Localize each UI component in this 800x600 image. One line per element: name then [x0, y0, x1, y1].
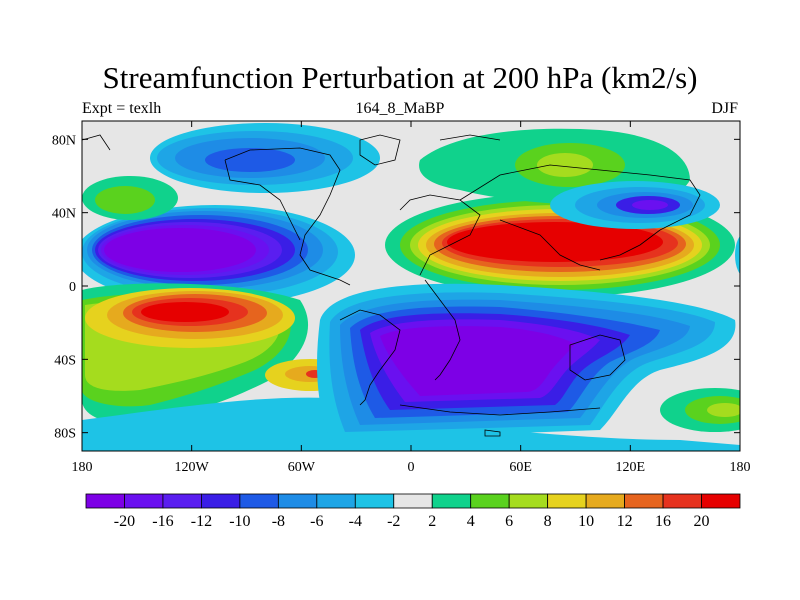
positive-anomaly-sp [82, 283, 309, 424]
y-tick-label: 80S [54, 427, 76, 442]
colorbar-label: 20 [694, 513, 710, 530]
colorbar-swatch [701, 493, 741, 509]
season-label: DJF [711, 100, 738, 117]
colorbar-label: -4 [349, 513, 362, 530]
colorbar-swatch [624, 493, 664, 509]
x-tick-label: 60W [288, 460, 316, 475]
colorbar-label: 2 [428, 513, 436, 530]
y-tick-label: 0 [69, 280, 76, 295]
colorbar-swatch [162, 493, 202, 509]
colorbar-swatch [239, 493, 279, 509]
negative-anomaly-north [150, 123, 380, 193]
y-tick-label: 40N [52, 207, 76, 222]
colorbar-label: 16 [655, 513, 671, 530]
colorbar-label: -2 [387, 513, 400, 530]
colorbar-swatch [470, 493, 510, 509]
colorbar-swatch [201, 493, 241, 509]
x-tick-label: 60E [509, 460, 532, 475]
x-tick-label: 120W [175, 460, 210, 475]
case-label: 164_8_MaBP [355, 100, 445, 117]
plot-title: Streamfunction Perturbation at 200 hPa (… [102, 60, 698, 95]
colorbar-swatch [508, 493, 549, 509]
colorbar-label: 8 [544, 513, 552, 530]
colorbar-swatch [124, 493, 164, 509]
continent-outlines [82, 134, 701, 437]
streamfunction-field [82, 121, 740, 451]
colorbar-swatch [393, 493, 433, 509]
colorbar-swatch [85, 493, 125, 509]
colorbar-label: -8 [272, 513, 285, 530]
colorbar: -20 -16 -12 -10 -8 -6 -4 -2 2 4 6 8 10 12 16 20 [85, 493, 741, 530]
colorbar-swatch [277, 493, 318, 509]
colorbar-label: -10 [229, 513, 250, 530]
colorbar-swatch [585, 493, 625, 509]
colorbar-swatch [547, 493, 587, 509]
colorbar-swatch [431, 493, 472, 509]
colorbar-label: 4 [467, 513, 475, 530]
x-tick-label: 180 [72, 460, 93, 475]
colorbar-swatch [316, 493, 356, 509]
x-tick-label: 0 [408, 460, 415, 475]
colorbar-label: 10 [578, 513, 594, 530]
x-tick-label: 180 [730, 460, 751, 475]
y-tick-label: 80N [52, 133, 76, 148]
colorbar-label: -12 [191, 513, 212, 530]
colorbar-label: -20 [114, 513, 135, 530]
colorbar-label: -6 [310, 513, 323, 530]
y-axis: 80N 40N 0 40S 80S [52, 133, 740, 442]
y-tick-label: 40S [54, 353, 76, 368]
x-tick-label: 120E [616, 460, 646, 475]
negative-anomaly-na [82, 205, 355, 305]
colorbar-swatch [662, 493, 702, 509]
colorbar-label: -16 [152, 513, 173, 530]
colorbar-label: 6 [505, 513, 513, 530]
x-axis: 180 120W 60W 0 60E 120E 180 [72, 121, 751, 475]
colorbar-label: 12 [617, 513, 633, 530]
experiment-label: Expt = texlh [82, 100, 162, 117]
negative-anomaly-indian [317, 283, 736, 440]
colorbar-swatch [354, 493, 395, 509]
